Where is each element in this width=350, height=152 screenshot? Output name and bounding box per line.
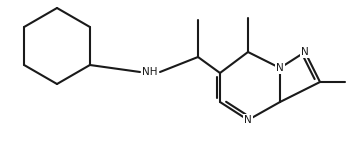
Text: N: N [301, 47, 309, 57]
Text: NH: NH [142, 67, 158, 77]
Text: N: N [276, 63, 284, 73]
Text: N: N [244, 115, 252, 125]
